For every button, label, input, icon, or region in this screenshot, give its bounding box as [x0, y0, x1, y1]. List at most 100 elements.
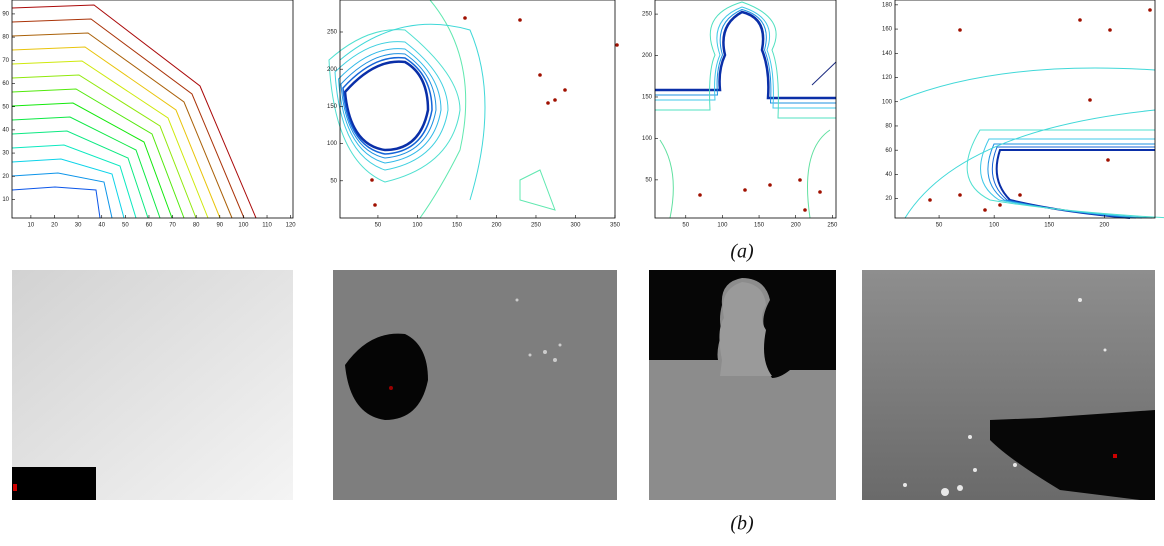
- speckle: [1106, 158, 1110, 162]
- speckle: [1018, 193, 1022, 197]
- y-tick-label: 10: [2, 197, 9, 203]
- speckle: [698, 193, 702, 197]
- speckle: [518, 18, 522, 22]
- speckle: [553, 98, 557, 102]
- x-tick-label: 50: [936, 223, 943, 229]
- y-tick-label: 250: [327, 30, 338, 36]
- speckle: [998, 203, 1002, 207]
- contour-line: [340, 53, 437, 159]
- x-tick-label: 150: [754, 223, 765, 229]
- y-tick-label: 60: [885, 148, 892, 154]
- contour-line: [11, 186, 101, 219]
- y-tick-label: 80: [885, 124, 892, 130]
- axes-frame: [894, 0, 1156, 219]
- contour-line: [987, 143, 1155, 219]
- x-tick-label: 200: [791, 223, 802, 229]
- contour-line: [11, 46, 221, 219]
- y-tick-label: 180: [882, 2, 893, 8]
- speckle: [373, 203, 377, 207]
- contour-line: [899, 67, 1156, 219]
- x-tick-label: 100: [989, 223, 1000, 229]
- x-tick-label: 30: [75, 223, 82, 229]
- shape: [719, 282, 772, 376]
- y-tick-label: 100: [642, 136, 653, 142]
- contour-line: [659, 129, 831, 219]
- speckle: [370, 178, 374, 182]
- speckle: [1108, 28, 1112, 32]
- contour-line: [11, 88, 185, 219]
- y-tick-label: 70: [2, 58, 9, 64]
- speckle: [798, 178, 802, 182]
- speckle: [928, 198, 932, 202]
- contour-lines: [328, 0, 556, 219]
- contour-line: [991, 146, 1155, 219]
- x-tick-label: 10: [28, 223, 35, 229]
- x-tick-label: 110: [262, 223, 272, 229]
- axes-frame: [654, 0, 837, 219]
- speckle: [803, 208, 807, 212]
- x-tick-label: 50: [122, 223, 129, 229]
- y-tick-label: 140: [882, 51, 893, 57]
- y-tick-label: 80: [2, 35, 9, 41]
- contour-line: [980, 138, 1155, 219]
- contour-line: [995, 149, 1155, 219]
- x-tick-label: 20: [51, 223, 58, 229]
- y-tick-label: 40: [2, 127, 9, 133]
- x-tick-label: 50: [375, 223, 382, 229]
- speckle: [563, 88, 567, 92]
- contour-line: [655, 8, 836, 104]
- y-tick-label: 160: [882, 27, 893, 33]
- speckle: [983, 208, 987, 212]
- contour-line: [11, 172, 113, 219]
- y-tick-label: 30: [2, 151, 9, 157]
- speckle: [818, 190, 822, 194]
- x-tick-label: 90: [216, 223, 223, 229]
- x-tick-label: 350: [610, 223, 621, 229]
- x-tick-label: 150: [452, 223, 463, 229]
- shape: [12, 467, 96, 500]
- speckle: [958, 28, 962, 32]
- x-tick-label: 100: [717, 223, 728, 229]
- speckle: [463, 16, 467, 20]
- contour-line: [655, 1, 836, 119]
- contour-line: [11, 130, 149, 219]
- contour-lines: [899, 67, 1164, 219]
- y-tick-label: 120: [882, 75, 893, 81]
- contour-line: [343, 60, 430, 152]
- shape: [389, 386, 393, 390]
- shape: [13, 484, 17, 491]
- contour-line: [337, 48, 442, 164]
- x-tick-label: 100: [412, 223, 423, 229]
- contour-line: [11, 18, 245, 219]
- contour-line: [11, 158, 125, 219]
- y-tick-label: 150: [327, 104, 338, 110]
- speckle: [768, 183, 772, 187]
- y-tick-label: 40: [885, 172, 892, 178]
- y-tick-label: 50: [645, 177, 652, 183]
- x-tick-label: 300: [570, 223, 581, 229]
- contour-line: [966, 129, 1164, 219]
- contour-line: [811, 61, 837, 86]
- x-tick-label: 40: [98, 223, 105, 229]
- y-tick-label: 90: [2, 11, 9, 17]
- y-tick-label: 50: [2, 104, 9, 110]
- axes-frame: [339, 0, 616, 219]
- y-tick-label: 100: [882, 99, 893, 105]
- x-tick-label: 200: [1099, 223, 1110, 229]
- speckle: [615, 43, 619, 47]
- y-tick-label: 100: [327, 141, 338, 147]
- x-tick-label: 200: [491, 223, 502, 229]
- caption: (a): [730, 241, 754, 263]
- speckle: [1088, 98, 1092, 102]
- y-tick-label: 200: [642, 53, 653, 59]
- contour-line: [11, 4, 257, 219]
- speckles: [515, 298, 562, 362]
- y-tick-label: 60: [2, 81, 9, 87]
- y-tick-label: 150: [642, 95, 653, 101]
- speckle: [538, 73, 542, 77]
- speckle: [958, 193, 962, 197]
- contour-line: [655, 10, 836, 100]
- x-tick-label: 60: [146, 223, 153, 229]
